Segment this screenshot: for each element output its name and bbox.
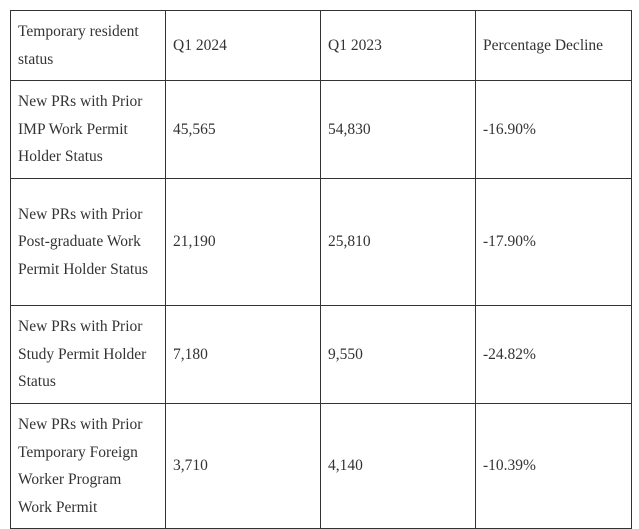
table-cell: 21,190 (165, 178, 321, 306)
table-cell: 4,140 (320, 403, 476, 529)
data-table: Temporary resident status Q1 2024 Q1 2023 P… (10, 10, 632, 529)
header-cell: Temporary resident status (10, 10, 166, 81)
table-cell: 45,565 (165, 80, 321, 179)
table-cell: -24.82% (475, 305, 632, 404)
table-cell: 3,710 (165, 403, 321, 529)
table-cell: New PRs with Prior Post-graduate Work Pe… (10, 178, 166, 306)
table-row: New PRs with Prior IMP Work Permit Holde… (10, 80, 632, 179)
table-row: New PRs with Prior Temporary Foreign Wor… (10, 403, 632, 529)
table-cell: -16.90% (475, 80, 632, 179)
table-row: New PRs with Prior Post-graduate Work Pe… (10, 178, 632, 306)
table-cell: New PRs with Prior Temporary Foreign Wor… (10, 403, 166, 529)
table-cell: New PRs with Prior Study Permit Holder S… (10, 305, 166, 404)
table-cell: 54,830 (320, 80, 476, 179)
header-cell: Percentage Decline (475, 10, 632, 81)
table-cell: New PRs with Prior IMP Work Permit Holde… (10, 80, 166, 179)
table-cell: -10.39% (475, 403, 632, 529)
table-row: New PRs with Prior Study Permit Holder S… (10, 305, 632, 404)
table-cell: -17.90% (475, 178, 632, 306)
header-cell: Q1 2023 (320, 10, 476, 81)
table-cell: 25,810 (320, 178, 476, 306)
table-body: New PRs with Prior IMP Work Permit Holde… (10, 80, 632, 529)
table-cell: 7,180 (165, 305, 321, 404)
header-cell: Q1 2024 (165, 10, 321, 81)
header-row: Temporary resident status Q1 2024 Q1 2023 P… (10, 10, 632, 81)
table-cell: 9,550 (320, 305, 476, 404)
